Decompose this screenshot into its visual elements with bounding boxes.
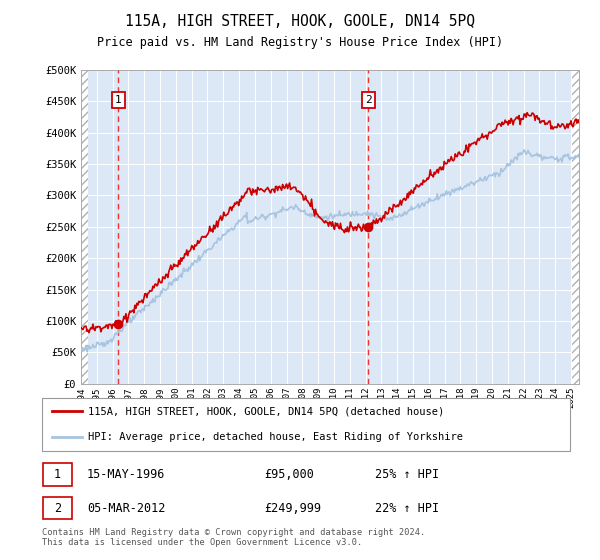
Bar	[81, 70, 88, 384]
FancyBboxPatch shape	[42, 398, 570, 451]
Text: 2: 2	[54, 502, 61, 515]
Text: 22% ↑ HPI: 22% ↑ HPI	[374, 502, 439, 515]
Text: 2: 2	[365, 95, 372, 105]
Text: Contains HM Land Registry data © Crown copyright and database right 2024.
This d: Contains HM Land Registry data © Crown c…	[42, 528, 425, 548]
Text: Price paid vs. HM Land Registry's House Price Index (HPI): Price paid vs. HM Land Registry's House …	[97, 36, 503, 49]
Text: £249,999: £249,999	[264, 502, 321, 515]
Text: 115A, HIGH STREET, HOOK, GOOLE, DN14 5PQ: 115A, HIGH STREET, HOOK, GOOLE, DN14 5PQ	[125, 14, 475, 29]
Text: 115A, HIGH STREET, HOOK, GOOLE, DN14 5PQ (detached house): 115A, HIGH STREET, HOOK, GOOLE, DN14 5PQ…	[88, 407, 445, 417]
Text: 15-MAY-1996: 15-MAY-1996	[87, 468, 165, 481]
Text: HPI: Average price, detached house, East Riding of Yorkshire: HPI: Average price, detached house, East…	[88, 432, 463, 442]
Text: 1: 1	[54, 468, 61, 481]
FancyBboxPatch shape	[43, 463, 72, 486]
Bar	[572, 70, 579, 384]
Text: £95,000: £95,000	[264, 468, 314, 481]
Text: 05-MAR-2012: 05-MAR-2012	[87, 502, 165, 515]
Text: 25% ↑ HPI: 25% ↑ HPI	[374, 468, 439, 481]
Text: 1: 1	[115, 95, 122, 105]
FancyBboxPatch shape	[43, 497, 72, 520]
